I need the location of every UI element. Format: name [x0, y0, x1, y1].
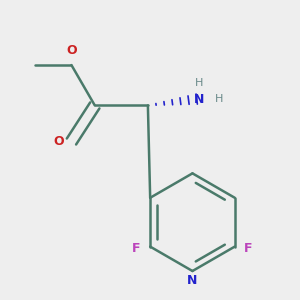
Text: H: H: [195, 78, 203, 88]
Text: H: H: [214, 94, 223, 104]
Text: F: F: [132, 242, 141, 255]
Text: N: N: [187, 274, 198, 287]
Text: F: F: [244, 242, 253, 255]
Text: N: N: [194, 92, 204, 106]
Text: O: O: [66, 44, 77, 57]
Text: O: O: [53, 135, 64, 148]
